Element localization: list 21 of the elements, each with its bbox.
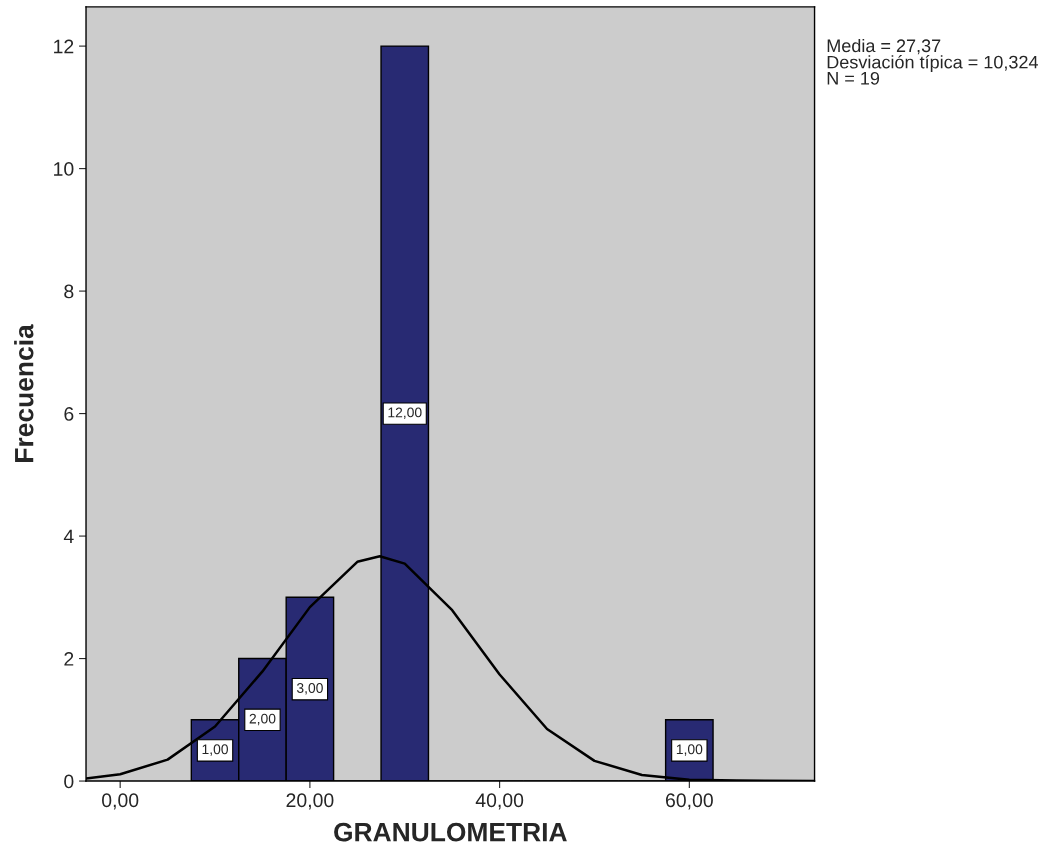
data-label: 1,00 [202, 744, 229, 756]
x-axis-title: GRANULOMETRIA [334, 822, 567, 842]
data-label: 12,00 [388, 407, 422, 419]
x-tick-label: 0,00 [102, 793, 139, 810]
x-tick-label: 60,00 [666, 793, 713, 810]
data-label: 3,00 [296, 683, 323, 695]
y-tick-label: 2 [64, 652, 74, 666]
y-tick-label: 4 [63, 529, 74, 544]
text: N = 19 [827, 71, 880, 85]
y-tick-label: 10 [54, 162, 74, 176]
y-tick-label: 6 [64, 407, 74, 421]
y-tick-label: 0 [64, 774, 74, 789]
x-tick-label: 20,00 [286, 793, 334, 810]
data-label: 1,00 [676, 744, 703, 756]
text: Desviación típica = 10,324 [827, 55, 1038, 73]
text: Media = 27,37 [827, 38, 941, 55]
y-tick-label: 12 [54, 39, 74, 54]
x-tick-label: 40,00 [475, 793, 524, 810]
y-tick-label: 8 [64, 284, 74, 299]
data-label: 2,00 [249, 713, 276, 726]
y-axis-title: Frecuencia [14, 324, 34, 462]
